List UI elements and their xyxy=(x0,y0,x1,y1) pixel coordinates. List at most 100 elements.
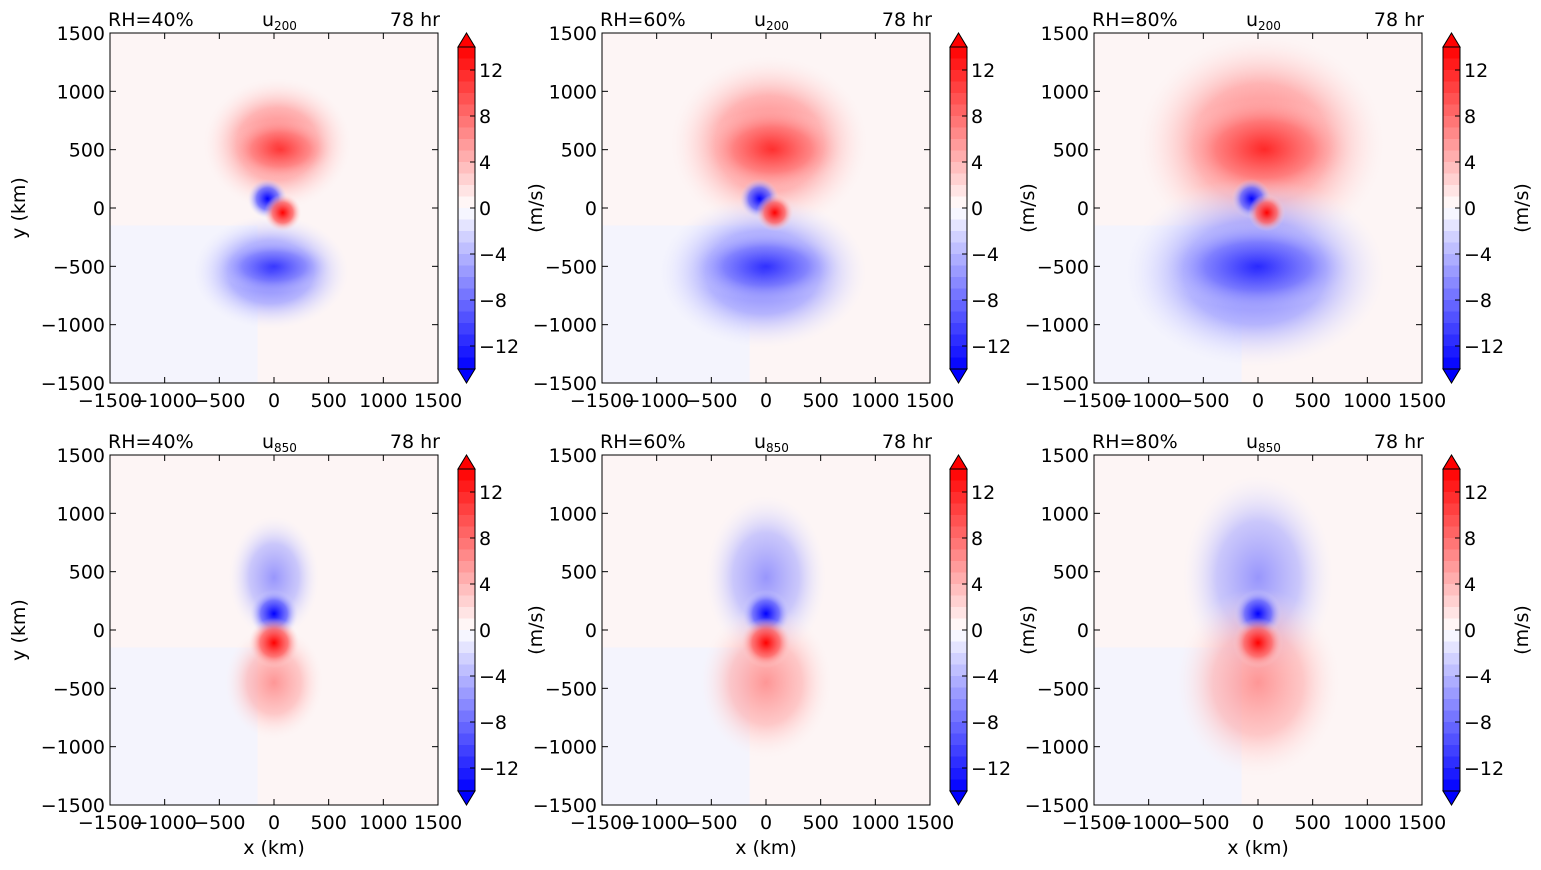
x-tick-label: −500 xyxy=(193,812,245,834)
x-tick-label: −1000 xyxy=(1117,812,1181,834)
title-right: 78 hr xyxy=(390,9,440,31)
x-tick-label: −1000 xyxy=(133,812,197,834)
x-axis-label: x (km) xyxy=(735,837,797,859)
x-tick-label: 500 xyxy=(803,812,839,834)
y-tick-label: −500 xyxy=(545,256,597,278)
colorbar-tick-label: −8 xyxy=(971,290,999,312)
colorbar-extend-max xyxy=(457,454,476,470)
colorbar-tick-label: −8 xyxy=(1464,712,1492,734)
x-tick-label: 1500 xyxy=(906,390,954,412)
x-tick-label: −1500 xyxy=(570,812,634,834)
colorbar-label: (m/s) xyxy=(1511,605,1533,655)
colorbar-label: (m/s) xyxy=(1511,183,1533,233)
y-tick-label: −1000 xyxy=(41,315,105,337)
y-tick-label: −1500 xyxy=(1025,373,1089,395)
title-subscript: 850 xyxy=(1258,441,1281,455)
colorbar-extend-max xyxy=(1442,32,1461,48)
colorbar-tick-label: −4 xyxy=(1464,244,1492,266)
y-tick-label: 1000 xyxy=(549,503,597,525)
y-tick-label: 500 xyxy=(1053,562,1089,584)
y-tick-label: 1000 xyxy=(549,81,597,103)
x-tick-label: −1000 xyxy=(625,812,689,834)
y-tick-label: 500 xyxy=(1053,140,1089,162)
positive-arc-core xyxy=(227,119,334,181)
colorbar: 12 8 4 0 −4 −8 −12 xyxy=(457,454,519,806)
y-tick-label: −500 xyxy=(1037,256,1089,278)
title-center: u xyxy=(262,431,274,453)
x-tick-label: 1000 xyxy=(359,812,407,834)
panel-200-rh40: RH=40% u 200 78 hr −1500 1500 −1000 1000 −500 500… xyxy=(8,9,519,412)
positive-core xyxy=(1232,617,1284,668)
y-tick-label: −1000 xyxy=(533,315,597,337)
colorbar-tick-label: 0 xyxy=(479,620,491,642)
colorbar: 12 8 4 0 −4 −8 −12 xyxy=(949,454,1011,806)
title-left: RH=40% xyxy=(108,9,194,31)
x-tick-label: 1500 xyxy=(1398,812,1446,834)
y-tick-label: 1000 xyxy=(1041,81,1089,103)
y-tick-label: 1500 xyxy=(57,445,105,467)
positive-lobe-outer xyxy=(224,625,324,740)
x-tick-label: −1500 xyxy=(78,390,142,412)
positive-lobe-outer xyxy=(1176,587,1340,778)
title-center: u xyxy=(262,9,274,31)
x-tick-label: 500 xyxy=(1295,390,1331,412)
x-tick-label: 1500 xyxy=(414,390,462,412)
x-tick-label: 0 xyxy=(1252,812,1264,834)
title-right: 78 hr xyxy=(390,431,440,453)
title-left: RH=60% xyxy=(600,9,686,31)
title-left: RH=80% xyxy=(1092,9,1178,31)
x-tick-label: 500 xyxy=(311,390,347,412)
x-tick-label: 500 xyxy=(311,812,347,834)
colorbar-tick-label: −4 xyxy=(479,244,507,266)
x-tick-label: −1500 xyxy=(1062,812,1126,834)
y-tick-label: −1500 xyxy=(1025,795,1089,817)
title-right: 78 hr xyxy=(1374,431,1424,453)
x-tick-label: −1000 xyxy=(133,390,197,412)
colorbar-tick-label: −12 xyxy=(971,336,1011,358)
colorbar-tick-label: 4 xyxy=(971,152,983,174)
field-0 xyxy=(110,33,438,383)
y-tick-label: −500 xyxy=(545,678,597,700)
x-tick-label: −1000 xyxy=(1117,390,1181,412)
y-tick-label: 1500 xyxy=(1041,445,1089,467)
colorbar-tick-label: 4 xyxy=(479,574,491,596)
panel-850-rh80: RH=80% u 850 78 hr −1500 1500 −1000 1000 −500 500… xyxy=(1017,431,1533,859)
colorbar-tick-label: 12 xyxy=(971,482,995,504)
colorbar-tick-label: 8 xyxy=(1464,106,1476,128)
colorbar-extend-min xyxy=(949,790,968,806)
colorbar-extend-max xyxy=(949,454,968,470)
colorbar-tick-label: 8 xyxy=(971,528,983,550)
y-tick-label: 0 xyxy=(585,198,597,220)
title-right: 78 hr xyxy=(1374,9,1424,31)
colorbar-tick-label: 0 xyxy=(1464,198,1476,220)
x-tick-label: −500 xyxy=(1177,812,1229,834)
panel-850-rh60: RH=60% u 850 78 hr −1500 1500 −1000 1000 −500 500… xyxy=(525,431,1011,859)
negative-arc-core xyxy=(216,240,332,293)
title-center: u xyxy=(1246,9,1258,31)
x-tick-label: 1000 xyxy=(359,390,407,412)
colorbar-label-left: (m/s) xyxy=(525,605,547,655)
colorbar-tick-label: 12 xyxy=(1464,60,1488,82)
y-tick-label: −1500 xyxy=(533,373,597,395)
y-tick-label: 0 xyxy=(585,620,597,642)
y-tick-label: −1000 xyxy=(1025,737,1089,759)
y-tick-label: 500 xyxy=(561,140,597,162)
colorbar-tick-label: 0 xyxy=(1464,620,1476,642)
y-tick-label: 1500 xyxy=(549,445,597,467)
positive-core xyxy=(740,617,792,668)
colorbar-tick-label: 8 xyxy=(479,528,491,550)
x-tick-label: −1500 xyxy=(1062,390,1126,412)
panel-200-rh80: RH=80% u 200 78 hr −1500 1500 −1000 1000 −500 500… xyxy=(1017,9,1533,412)
colorbar-tick-label: −4 xyxy=(479,666,507,688)
colorbar-tick-label: 8 xyxy=(1464,528,1476,550)
x-tick-label: −1500 xyxy=(78,812,142,834)
colorbar-extend-min xyxy=(1442,368,1461,384)
colorbar-tick-label: −8 xyxy=(971,712,999,734)
y-tick-label: −1000 xyxy=(41,737,105,759)
x-tick-label: 0 xyxy=(268,812,280,834)
x-tick-label: 1000 xyxy=(1343,812,1391,834)
title-center: u xyxy=(754,9,766,31)
colorbar-label-left: (m/s) xyxy=(1017,183,1039,233)
panel-850-rh40: RH=40% u 850 78 hr −1500 1500 −1000 1000 −500 500… xyxy=(8,431,519,859)
colorbar-extend-min xyxy=(949,368,968,384)
